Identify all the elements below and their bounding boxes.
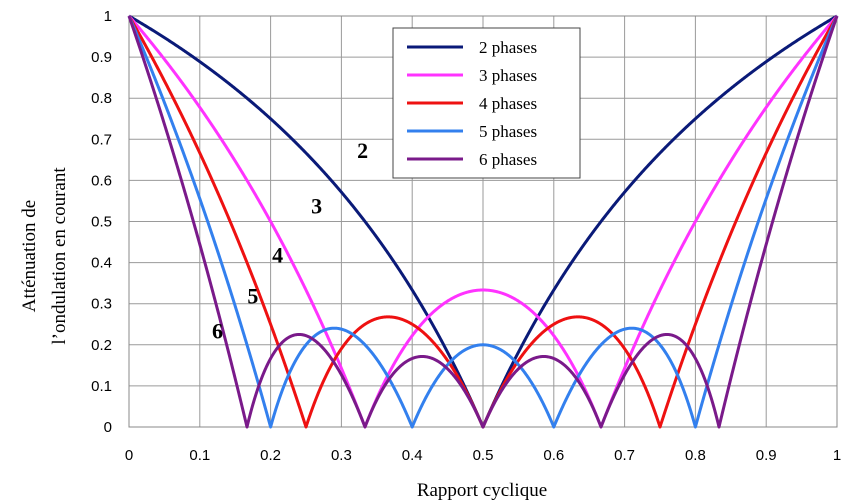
curve-label-3: 3 (311, 193, 322, 218)
legend-entry: 4 phases (479, 94, 537, 113)
curve-label-6: 6 (212, 319, 223, 344)
y-tick-labels: 0 0.1 0.2 0.3 0.4 0.5 0.6 0.7 0.8 0.9 1 (91, 8, 112, 436)
y-tick-label: 0.2 (91, 337, 112, 354)
x-tick-label: 0.8 (685, 447, 706, 464)
curve-labels: 2 3 456 (212, 138, 368, 344)
x-tick-label: 1 (833, 447, 841, 464)
legend: 2 phases 3 phases 4 phases 5 phases 6 phases (392, 27, 581, 179)
legend-entry: 6 phases (479, 150, 537, 169)
y-axis-title: Atténuation de l’ondulation en courant (19, 167, 70, 345)
y-tick-label: 0.8 (91, 90, 112, 107)
x-tick-label: 0.7 (614, 447, 635, 464)
series-line-5-phases (127, 15, 839, 429)
y-tick-label: 1 (104, 8, 112, 25)
x-tick-label: 0 (125, 447, 133, 464)
x-tick-label: 0.5 (473, 447, 494, 464)
x-tick-label: 0.6 (543, 447, 564, 464)
y-tick-label: 0.5 (91, 214, 112, 231)
x-tick-label: 0.2 (260, 447, 281, 464)
legend-entry: 3 phases (479, 66, 537, 85)
curve-label-5: 5 (247, 284, 258, 309)
y-tick-label: 0.6 (91, 172, 112, 189)
legend-entry: 2 phases (479, 38, 537, 57)
x-tick-label: 0.9 (756, 447, 777, 464)
curves (127, 14, 839, 429)
series-line-6-phases (127, 15, 839, 429)
y-tick-label: 0.7 (91, 131, 112, 148)
y-tick-label: 0.9 (91, 49, 112, 66)
series-line-3-phases (127, 15, 839, 429)
legend-entry: 5 phases (479, 122, 537, 141)
x-axis-title: Rapport cyclique (417, 480, 547, 501)
x-tick-label: 0.3 (331, 447, 352, 464)
y-tick-label: 0.4 (91, 255, 112, 272)
y-axis-title-line-2: l’ondulation en courant (49, 167, 70, 345)
x-tick-label: 0.4 (402, 447, 423, 464)
y-axis-title-line-1: Atténuation de (19, 200, 40, 312)
curve-label-4: 4 (272, 243, 283, 268)
curve-label-2: 2 (357, 138, 368, 163)
y-tick-label: 0.3 (91, 296, 112, 313)
y-tick-label: 0.1 (91, 378, 112, 395)
x-tick-label: 0.1 (189, 447, 210, 464)
x-tick-labels: 0 0.1 0.2 0.3 0.4 0.5 0.6 0.7 0.8 0.9 1 (125, 447, 841, 464)
y-tick-label: 0 (104, 419, 112, 436)
